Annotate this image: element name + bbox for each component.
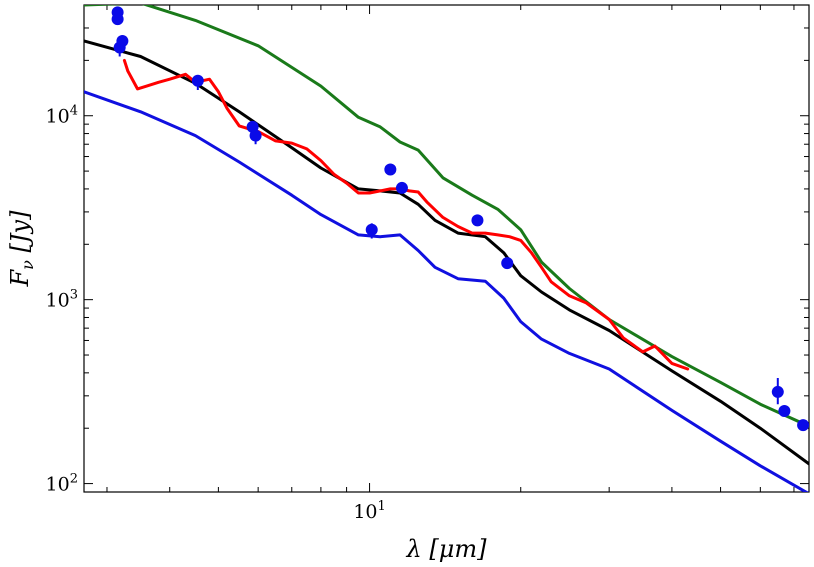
data-point: [111, 13, 124, 26]
y-axis-title: Fν [Jy]: [6, 210, 37, 288]
series-line-0: [84, 5, 809, 428]
x-axis-label: λ [μm]: [406, 535, 488, 563]
data-point: [797, 419, 809, 432]
tick-marks: [84, 4, 809, 493]
data-point: [384, 163, 397, 176]
tick-labels: 101 102 103 104: [46, 104, 386, 523]
y-tick-label: 103: [46, 288, 78, 312]
data-point: [191, 74, 204, 87]
data-point: [365, 223, 378, 236]
plot-frame: [83, 4, 810, 493]
data-point: [771, 385, 784, 398]
series-line-3: [122, 58, 690, 371]
data-point: [471, 214, 484, 227]
series-line-1: [84, 39, 809, 466]
data-point: [778, 405, 791, 418]
data-point: [395, 181, 408, 194]
series-line-2: [84, 90, 809, 492]
data-point: [249, 129, 262, 142]
series-layer: [84, 5, 809, 492]
data-point: [501, 257, 514, 270]
x-tick-label: 101: [353, 499, 385, 523]
data-point: [116, 34, 129, 47]
y-tick-label: 102: [46, 472, 78, 496]
x-axis-title: λ [μm]: [406, 535, 488, 563]
points-layer: [111, 6, 809, 432]
y-axis-label: Fν [Jy]: [6, 210, 37, 288]
y-tick-label: 104: [46, 104, 78, 128]
